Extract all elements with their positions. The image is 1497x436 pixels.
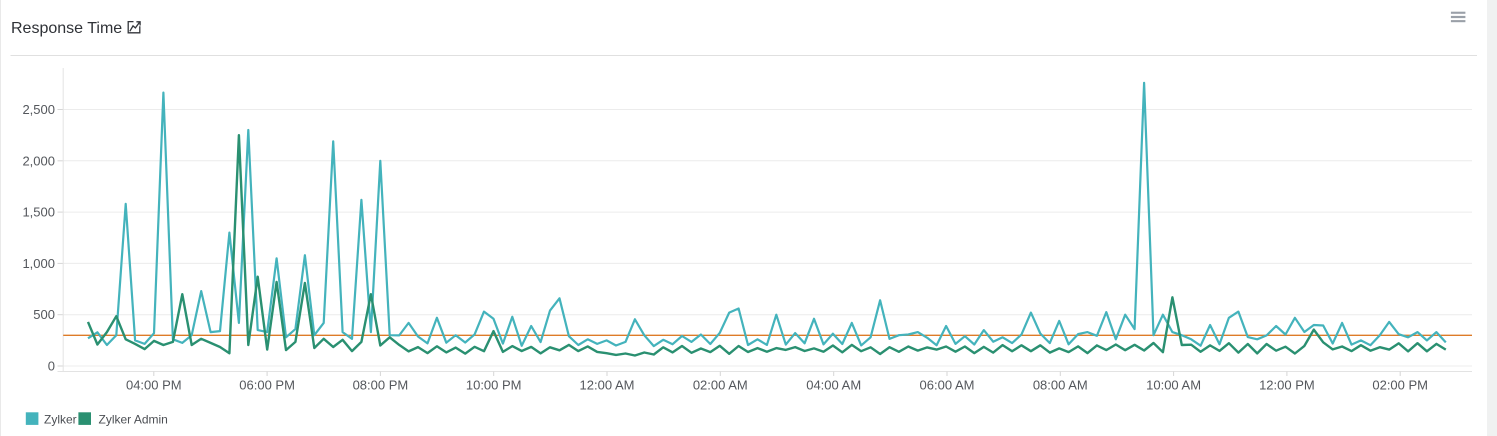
svg-text:Response Time: Response Time xyxy=(11,20,122,37)
svg-text:1,500: 1,500 xyxy=(22,205,55,220)
svg-text:Zylker: Zylker xyxy=(44,412,77,426)
svg-text:06:00 PM: 06:00 PM xyxy=(239,378,295,393)
svg-text:10:00 PM: 10:00 PM xyxy=(466,378,522,393)
svg-text:2,500: 2,500 xyxy=(22,102,55,117)
svg-text:Zylker Admin: Zylker Admin xyxy=(99,412,168,426)
svg-text:08:00 PM: 08:00 PM xyxy=(353,378,409,393)
svg-text:04:00 PM: 04:00 PM xyxy=(126,378,182,393)
svg-text:12:00 PM: 12:00 PM xyxy=(1259,378,1315,393)
svg-text:500: 500 xyxy=(33,307,55,322)
svg-text:2,000: 2,000 xyxy=(22,153,55,168)
svg-text:0: 0 xyxy=(48,359,55,374)
svg-text:02:00 PM: 02:00 PM xyxy=(1372,378,1428,393)
svg-text:10:00 AM: 10:00 AM xyxy=(1146,378,1201,393)
svg-text:04:00 AM: 04:00 AM xyxy=(806,378,861,393)
svg-text:12:00 AM: 12:00 AM xyxy=(580,378,635,393)
svg-text:08:00 AM: 08:00 AM xyxy=(1033,378,1088,393)
svg-text:06:00 AM: 06:00 AM xyxy=(920,378,975,393)
svg-text:1,000: 1,000 xyxy=(22,256,55,271)
svg-text:02:00 AM: 02:00 AM xyxy=(693,378,748,393)
